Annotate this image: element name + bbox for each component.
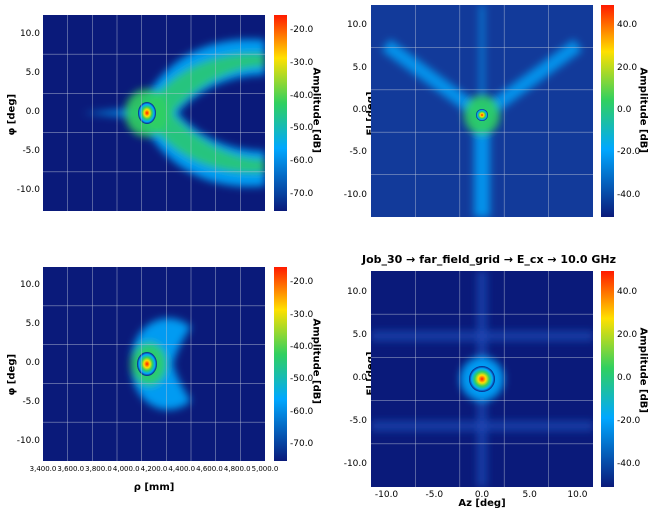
x-tick-label: 4,800.0 xyxy=(223,465,251,473)
y-tick-label: -5.0 xyxy=(349,147,367,158)
x-tick-label: 0.0 xyxy=(474,490,490,500)
chart-title: Job_30 → far_field_grid → E_cx → 10.0 GH… xyxy=(362,253,617,266)
x-tick-label: 4,200.0 xyxy=(140,465,168,473)
x-tick-label: 5,000.0 xyxy=(251,465,279,473)
colorbar-label: Amplitude [dB] xyxy=(637,67,649,153)
y-tick-label: -5.0 xyxy=(349,416,367,427)
y-tick-label: 5.0 xyxy=(25,319,40,330)
y-axis-label: φ [deg] xyxy=(6,93,18,136)
y-tick-label: 5.0 xyxy=(352,329,367,340)
heatmap-plot[interactable] xyxy=(43,15,265,211)
y-tick-label: -5.0 xyxy=(22,396,40,407)
colorbar-tick-label: 40.0 xyxy=(617,286,638,297)
y-tick-label: 10.0 xyxy=(346,20,367,31)
y-tick-label: -10.0 xyxy=(16,185,40,196)
colorbar-tick-label: -50.0 xyxy=(290,374,314,385)
y-tick-label: -5.0 xyxy=(22,146,40,157)
x-tick-label: 5.0 xyxy=(522,490,537,500)
colorbar-label: Amplitude [dB] xyxy=(310,318,322,404)
colorbar-tick-label: 20.0 xyxy=(617,329,638,340)
colorbar-tick-label: -70.0 xyxy=(290,438,314,449)
chart-panel-bottom-left: φ [deg] 10.0 5.0 0.0 -5.0 -10.0 3,400.0 3,600… xyxy=(0,255,325,512)
x-tick-label: 4,400.0 xyxy=(168,465,196,473)
x-tick-label: 10.0 xyxy=(567,490,588,500)
colorbar-tick-label: -40.0 xyxy=(290,90,314,101)
colorbar-tick-label: -40.0 xyxy=(617,189,641,200)
colorbar xyxy=(601,5,614,217)
heatmap-plot[interactable] xyxy=(371,271,593,487)
colorbar-tick-label: 20.0 xyxy=(617,62,638,73)
colorbar-label: Amplitude [dB] xyxy=(637,327,649,413)
colorbar-tick-label: -70.0 xyxy=(290,188,314,199)
colorbar xyxy=(274,267,287,461)
colorbar-tick-label: -50.0 xyxy=(290,123,314,134)
x-axis-label: Az [deg] xyxy=(458,498,506,509)
y-tick-label: 0.0 xyxy=(25,107,40,117)
colorbar-tick-label: -40.0 xyxy=(617,459,641,470)
x-tick-label: 4,600.0 xyxy=(196,465,223,473)
colorbar-tick-label: -20.0 xyxy=(290,277,314,288)
x-tick-label: 3,800.0 xyxy=(85,465,112,473)
y-tick-label: 5.0 xyxy=(352,62,367,73)
heatmap-plot[interactable] xyxy=(371,5,593,217)
x-tick-label: 3,600.0 xyxy=(57,465,85,473)
y-tick-label: 0.0 xyxy=(25,358,40,368)
chart-panel-top-left: φ [deg] 10.0 5.0 0.0 -5.0 -10.0 -20.0 -30.0 -4… xyxy=(0,0,325,230)
x-tick-label: -10.0 xyxy=(374,490,399,500)
y-tick-label: -10.0 xyxy=(343,189,367,200)
colorbar-label: Amplitude [dB] xyxy=(310,67,322,153)
colorbar-tick-label: -30.0 xyxy=(290,58,314,68)
colorbar xyxy=(601,271,614,487)
y-tick-label: 0.0 xyxy=(352,373,367,383)
x-tick-label: 4,000.0 xyxy=(112,465,140,473)
y-tick-label: 10.0 xyxy=(19,28,40,39)
colorbar-tick-label: 0.0 xyxy=(617,373,632,383)
colorbar-tick-label: -30.0 xyxy=(290,309,314,320)
colorbar-tick-label: -20.0 xyxy=(617,147,641,158)
y-tick-label: -10.0 xyxy=(343,459,367,470)
colorbar xyxy=(274,15,287,211)
colorbar-tick-label: -40.0 xyxy=(290,341,314,352)
x-tick-label: 3,400.0 xyxy=(29,465,57,473)
x-axis-label: ρ [mm] xyxy=(133,482,175,493)
y-tick-label: 5.0 xyxy=(25,67,40,78)
colorbar-tick-label: -20.0 xyxy=(290,25,314,36)
heatmap-plot[interactable] xyxy=(43,267,265,461)
y-tick-label: 10.0 xyxy=(19,280,40,291)
colorbar-tick-label: -20.0 xyxy=(617,416,641,427)
y-tick-label: 10.0 xyxy=(346,286,367,297)
colorbar-tick-label: -60.0 xyxy=(290,406,314,417)
colorbar-tick-label: 0.0 xyxy=(617,105,632,115)
y-tick-label: 0.0 xyxy=(352,105,367,115)
colorbar-tick-label: -60.0 xyxy=(290,156,314,166)
x-tick-label: -5.0 xyxy=(425,490,444,500)
y-tick-label: -10.0 xyxy=(16,435,40,446)
chart-panel-top-right: El [deg] 10.05.00.0-5.0-10.0 40.020.00.0… xyxy=(325,0,650,230)
colorbar-tick-label: 40.0 xyxy=(617,20,638,31)
chart-panel-bottom-right: Job_30 → far_field_grid → E_cx → 10.0 GH… xyxy=(325,253,650,512)
